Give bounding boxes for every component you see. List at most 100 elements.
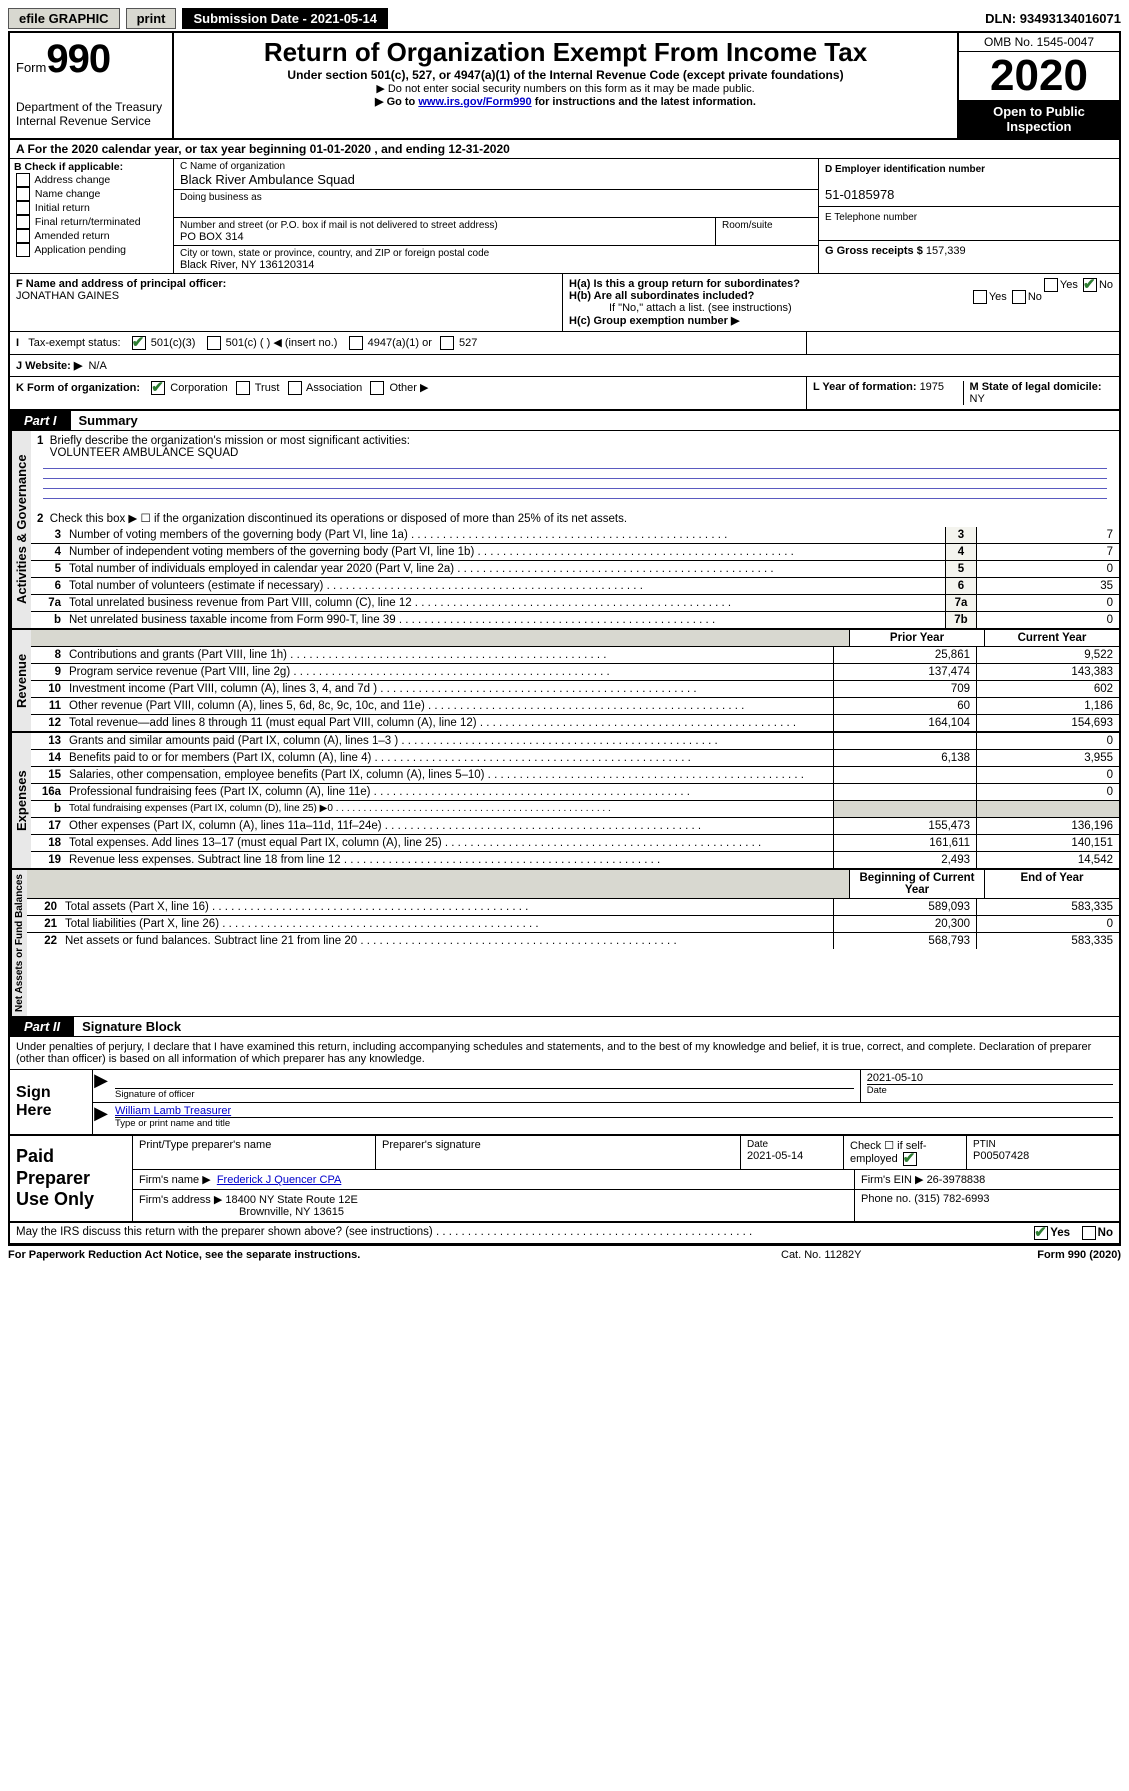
- q1-label: Briefly describe the organization's miss…: [50, 435, 410, 447]
- hb-text: H(b) Are all subordinates included?: [569, 290, 754, 302]
- check-final-return[interactable]: [16, 215, 30, 229]
- efile-button[interactable]: efile GRAPHIC: [8, 8, 120, 29]
- footer-form: Form 990 (2020): [951, 1249, 1121, 1261]
- firm-name-link[interactable]: Frederick J Quencer CPA: [217, 1174, 342, 1186]
- dept-treasury: Department of the Treasury: [16, 100, 166, 114]
- section-governance-label: Activities & Governance: [10, 431, 31, 628]
- submission-date-button[interactable]: Submission Date - 2021-05-14: [182, 8, 388, 29]
- table-row: 20Total assets (Part X, line 16)589,0935…: [27, 899, 1119, 916]
- hb-no[interactable]: [1012, 290, 1026, 304]
- print-name-label: Type or print name and title: [115, 1117, 1113, 1129]
- col-end-year: End of Year: [984, 870, 1119, 898]
- city-value: Black River, NY 136120314: [180, 259, 812, 271]
- box-h: H(a) Is this a group return for subordin…: [563, 274, 1119, 331]
- check-4947[interactable]: [349, 336, 363, 350]
- omb-number: OMB No. 1545-0047: [959, 33, 1119, 52]
- open-public-1: Open to Public: [961, 104, 1117, 119]
- part2-title: Signature Block: [74, 1017, 1119, 1036]
- check-corporation[interactable]: [151, 381, 165, 395]
- open-public-2: Inspection: [961, 119, 1117, 134]
- firm-phone-cell: Phone no. (315) 782-6993: [855, 1190, 1119, 1221]
- check-application-pending[interactable]: [16, 243, 30, 257]
- table-row: 19Revenue less expenses. Subtract line 1…: [31, 852, 1119, 868]
- form-title: Return of Organization Exempt From Incom…: [180, 37, 951, 68]
- firm-ein-cell: Firm's EIN ▶ 26-3978838: [855, 1170, 1119, 1189]
- table-row: 7aTotal unrelated business revenue from …: [31, 595, 1119, 612]
- ha-no[interactable]: [1083, 278, 1097, 292]
- check-501c3[interactable]: [132, 336, 146, 350]
- paid-preparer-label: Paid Preparer Use Only: [10, 1136, 133, 1221]
- part2-tab: Part II: [10, 1017, 74, 1036]
- box-i: I Tax-exempt status: 501(c)(3) 501(c) ( …: [10, 332, 807, 354]
- website-label: J Website: ▶: [16, 360, 82, 372]
- table-row: 3Number of voting members of the governi…: [31, 527, 1119, 544]
- tax-exempt-label: Tax-exempt status:: [28, 337, 120, 349]
- officer-signature-field[interactable]: Signature of officer: [109, 1070, 861, 1102]
- table-row: 14Benefits paid to or for members (Part …: [31, 750, 1119, 767]
- table-row: 9Program service revenue (Part VIII, lin…: [31, 664, 1119, 681]
- print-button[interactable]: print: [126, 8, 177, 29]
- irs-link[interactable]: www.irs.gov/Form990: [418, 96, 531, 108]
- table-row: 12Total revenue—add lines 8 through 11 (…: [31, 715, 1119, 731]
- treasurer-link[interactable]: William Lamb Treasurer: [115, 1105, 231, 1117]
- firm-addr-cell: Firm's address ▶ 18400 NY State Route 12…: [133, 1190, 855, 1221]
- irs-label: Internal Revenue Service: [16, 114, 166, 128]
- header-right-block: OMB No. 1545-0047 2020 Open to Public In…: [957, 33, 1119, 138]
- discuss-no[interactable]: [1082, 1226, 1096, 1240]
- hb-yes[interactable]: [973, 290, 987, 304]
- check-association[interactable]: [288, 381, 302, 395]
- ssn-warning: ▶ Do not enter social security numbers o…: [180, 82, 951, 95]
- gross-receipts-label: G Gross receipts $: [825, 245, 926, 257]
- check-address-change[interactable]: [16, 173, 30, 187]
- box-c: C Name of organization Black River Ambul…: [174, 159, 818, 273]
- declaration-text: Under penalties of perjury, I declare th…: [10, 1037, 1119, 1070]
- check-self-employed[interactable]: [903, 1152, 917, 1166]
- form-label: Form: [16, 60, 46, 75]
- check-527[interactable]: [440, 336, 454, 350]
- box-k: K Form of organization: Corporation Trus…: [10, 377, 807, 409]
- check-501c[interactable]: [207, 336, 221, 350]
- form-meta-left: Form990 Department of the Treasury Inter…: [10, 33, 174, 138]
- org-name-label: C Name of organization: [180, 161, 812, 172]
- table-row: 5Total number of individuals employed in…: [31, 561, 1119, 578]
- preparer-date-cell: Date 2021-05-14: [741, 1136, 844, 1169]
- sign-date-field: 2021-05-10 Date: [861, 1070, 1119, 1102]
- submission-date: 2021-05-14: [311, 11, 378, 26]
- box-b: B Check if applicable: Address change Na…: [10, 159, 174, 273]
- q2-text: Check this box ▶ ☐ if the organization d…: [50, 513, 627, 525]
- self-employed-cell: Check ☐ if self-employed: [844, 1136, 967, 1169]
- table-row: 18Total expenses. Add lines 13–17 (must …: [31, 835, 1119, 852]
- check-amended-return[interactable]: [16, 229, 30, 243]
- tax-year: 2020: [959, 52, 1119, 100]
- check-initial-return[interactable]: [16, 201, 30, 215]
- table-row: 17Other expenses (Part IX, column (A), l…: [31, 818, 1119, 835]
- check-other[interactable]: [370, 381, 384, 395]
- part1-title: Summary: [71, 411, 1119, 430]
- section-netassets-label: Net Assets or Fund Balances: [10, 870, 27, 1016]
- col-current-year: Current Year: [984, 630, 1119, 646]
- officer-label: F Name and address of principal officer:: [16, 278, 226, 290]
- preparer-name-header: Print/Type preparer's name: [133, 1136, 376, 1169]
- officer-name-field: William Lamb Treasurer Type or print nam…: [109, 1103, 1119, 1131]
- date-label: Date: [867, 1084, 1113, 1096]
- officer-name: JONATHAN GAINES: [16, 290, 119, 302]
- box-d: D Employer identification number 51-0185…: [819, 159, 1119, 207]
- preparer-sig-header: Preparer's signature: [376, 1136, 741, 1169]
- addr-value: PO BOX 314: [180, 231, 709, 243]
- form-number: 990: [46, 37, 110, 81]
- ha-yes[interactable]: [1044, 278, 1058, 292]
- gross-receipts-value: 157,339: [926, 245, 966, 257]
- q2-block: 2 Check this box ▶ ☐ if the organization…: [31, 509, 1119, 527]
- discuss-yes[interactable]: [1034, 1226, 1048, 1240]
- check-name-change[interactable]: [16, 187, 30, 201]
- table-row: 11Other revenue (Part VIII, column (A), …: [31, 698, 1119, 715]
- box-e: E Telephone number: [819, 207, 1119, 241]
- hc-text: H(c) Group exemption number ▶: [569, 315, 739, 327]
- table-row: 21Total liabilities (Part X, line 26)20,…: [27, 916, 1119, 933]
- dln-text: DLN: 93493134016071: [985, 11, 1121, 26]
- phone-label: E Telephone number: [825, 212, 917, 223]
- website-value: N/A: [88, 360, 106, 372]
- table-row: 10Investment income (Part VIII, column (…: [31, 681, 1119, 698]
- addr-label: Number and street (or P.O. box if mail i…: [180, 220, 709, 231]
- check-trust[interactable]: [236, 381, 250, 395]
